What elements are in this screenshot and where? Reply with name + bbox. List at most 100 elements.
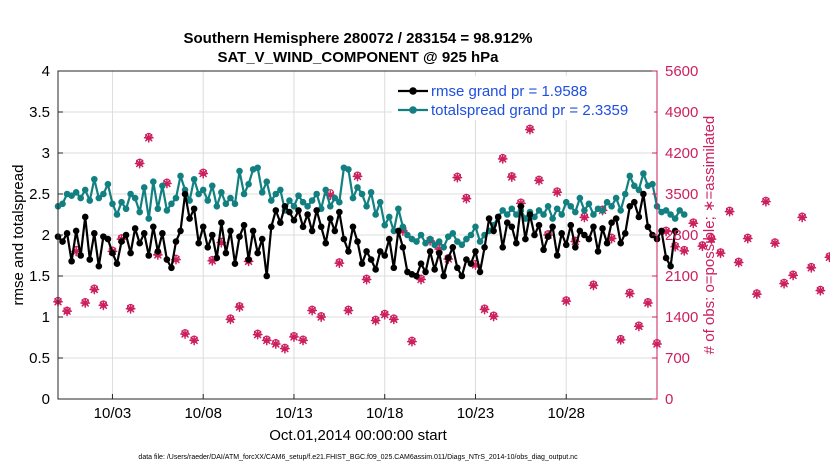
- series-point-totalspread: [336, 198, 343, 206]
- x-axis-label: Oct.01,2014 00:00:00 start: [269, 427, 447, 444]
- series-point-rmse: [59, 238, 66, 245]
- series-point-totalspread: [72, 189, 80, 196]
- x-tick-label: 10/13: [275, 405, 313, 422]
- obs-assimilated-marker: [189, 335, 200, 346]
- series-point-rmse: [86, 256, 94, 263]
- series-point-rmse: [272, 207, 280, 214]
- series-point-totalspread: [662, 207, 670, 214]
- series-point-rmse: [667, 262, 674, 270]
- series-point-rmse: [503, 219, 511, 226]
- series-point-totalspread: [667, 211, 674, 218]
- series-point-totalspread: [458, 241, 466, 249]
- series-point-totalspread: [581, 207, 588, 214]
- series-point-rmse: [299, 223, 307, 231]
- series-point-totalspread: [163, 207, 171, 214]
- series-point-rmse: [281, 203, 289, 210]
- series-point-totalspread: [417, 231, 425, 239]
- series-point-rmse: [621, 230, 629, 237]
- series-point-rmse: [449, 244, 457, 251]
- series-point-rmse: [494, 213, 502, 221]
- series-point-rmse: [426, 248, 434, 255]
- series-point-rmse: [399, 244, 407, 251]
- series-point-totalspread: [440, 244, 448, 251]
- series-point-rmse: [640, 190, 647, 198]
- y-tick-label: 4: [42, 63, 50, 80]
- obs-assimilated-marker: [561, 296, 572, 307]
- y-right-tick-label: 0: [665, 391, 673, 408]
- series-point-rmse: [349, 223, 357, 231]
- series-point-rmse: [245, 256, 252, 263]
- series-point-totalspread: [463, 235, 470, 243]
- series-point-rmse: [463, 256, 470, 263]
- series-point-rmse: [231, 260, 239, 268]
- y-tick-label: 2: [42, 227, 50, 244]
- series-point-totalspread: [358, 190, 366, 198]
- obs-assimilated-marker: [688, 218, 699, 229]
- obs-assimilated-marker: [788, 270, 799, 281]
- series-point-rmse: [567, 221, 575, 229]
- series-point-rmse: [467, 260, 475, 268]
- series-point-totalspread: [299, 198, 307, 206]
- obs-assimilated-marker: [797, 212, 808, 223]
- series-point-totalspread: [413, 238, 420, 245]
- series-point-rmse: [617, 239, 624, 247]
- series-point-totalspread: [381, 221, 389, 229]
- series-point-rmse: [118, 238, 125, 245]
- x-axis: 10/03 10/08 10/13 10/18 10/23 10/28: [94, 394, 585, 422]
- y-tick-label: 1.5: [29, 268, 50, 285]
- series-point-rmse: [372, 266, 379, 273]
- series-point-rmse: [199, 223, 207, 231]
- x-tick-label: 10/28: [547, 405, 585, 422]
- series-point-totalspread: [431, 241, 438, 249]
- series-point-totalspread: [508, 205, 516, 213]
- series-point-totalspread: [499, 207, 507, 214]
- series-point-rmse: [535, 221, 543, 229]
- obs-assimilated-marker: [824, 252, 830, 263]
- series-point-rmse: [290, 216, 298, 224]
- chart-title-line1: Southern Hemisphere 280072 / 283154 = 98…: [184, 30, 533, 47]
- series-point-rmse: [413, 272, 420, 280]
- series-point-totalspread: [404, 231, 411, 239]
- series-point-rmse: [585, 235, 593, 243]
- series-point-totalspread: [435, 238, 443, 245]
- series-point-rmse: [517, 203, 525, 210]
- series-point-rmse: [513, 239, 520, 247]
- series-point-totalspread: [590, 211, 597, 218]
- series-point-totalspread: [553, 205, 561, 213]
- y-right-tick-label: 3500: [665, 186, 698, 203]
- obs-assimilated-marker: [461, 193, 472, 204]
- series-point-totalspread: [444, 233, 452, 240]
- obs-assimilated-marker: [706, 234, 717, 245]
- series-point-totalspread: [454, 238, 461, 245]
- series-point-rmse: [481, 244, 488, 251]
- series-point-rmse: [122, 231, 130, 239]
- series-point-rmse: [417, 260, 425, 268]
- series-point-rmse: [236, 233, 243, 240]
- series-point-rmse: [581, 231, 588, 239]
- x-tick-label: 10/08: [184, 405, 222, 422]
- series-point-totalspread: [585, 200, 593, 208]
- obs-assimilated-marker: [89, 284, 100, 295]
- obs-assimilated-marker: [579, 212, 590, 223]
- series-point-rmse: [526, 211, 534, 218]
- series-point-totalspread: [372, 211, 379, 218]
- obs-assimilated-marker: [624, 288, 635, 299]
- series-point-rmse: [227, 227, 234, 235]
- legend-box: [392, 76, 654, 120]
- series-point-rmse: [363, 248, 370, 255]
- series-point-totalspread: [680, 211, 688, 218]
- series-point-totalspread: [322, 186, 330, 194]
- series-point-totalspread: [308, 197, 316, 204]
- obs-assimilated-marker: [279, 343, 290, 354]
- series-point-totalspread: [168, 200, 175, 208]
- y-axis-right: 0 700 1400 2100 2800 3500 4200 4900 5600: [652, 63, 698, 408]
- obs-assimilated-marker: [742, 233, 753, 244]
- series-point-rmse: [485, 215, 493, 222]
- obs-assimilated-marker: [361, 274, 372, 285]
- series-point-rmse: [422, 268, 429, 276]
- series-point-totalspread: [245, 180, 252, 188]
- series-point-totalspread: [277, 186, 284, 194]
- obs-assimilated-marker: [815, 285, 826, 296]
- series-point-totalspread: [503, 211, 511, 218]
- series-point-totalspread: [304, 203, 311, 210]
